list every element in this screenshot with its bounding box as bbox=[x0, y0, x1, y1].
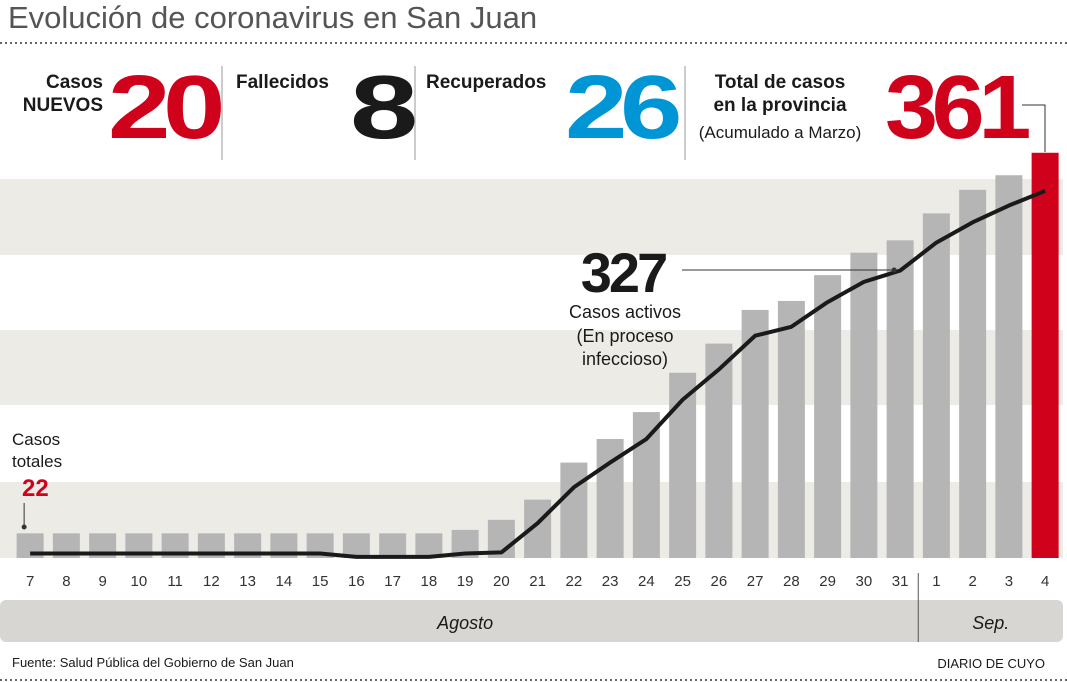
stat-value: 361 bbox=[885, 58, 1029, 158]
x-tick-label: 30 bbox=[856, 573, 873, 590]
stat-note: (Acumulado a Marzo) bbox=[699, 123, 862, 142]
bar bbox=[741, 309, 769, 558]
x-tick-label: 17 bbox=[384, 573, 401, 590]
x-tick-label: 10 bbox=[131, 573, 148, 590]
x-tick-label: 29 bbox=[819, 573, 836, 590]
x-tick-label: 1 bbox=[932, 573, 940, 590]
x-tick-label: 12 bbox=[203, 573, 220, 590]
x-tick-label: 14 bbox=[276, 573, 293, 590]
stat-label: Fallecidos bbox=[236, 72, 329, 93]
x-tick-label: 21 bbox=[529, 573, 546, 590]
bar bbox=[669, 372, 697, 558]
x-tick-label: 8 bbox=[62, 573, 70, 590]
stat-label: Casos bbox=[46, 72, 103, 93]
leader-dot bbox=[21, 524, 27, 530]
bar bbox=[632, 412, 660, 558]
line bbox=[30, 189, 1046, 559]
x-tick-label: 28 bbox=[783, 573, 800, 590]
bar bbox=[814, 275, 842, 558]
x-tick-label: 2 bbox=[968, 573, 976, 590]
source: Fuente: Salud Pública del Gobierno de Sa… bbox=[12, 655, 294, 670]
x-tick-label: 16 bbox=[348, 573, 365, 590]
x-tick-label: 27 bbox=[747, 573, 764, 590]
stat-label: NUEVOS bbox=[23, 95, 103, 116]
x-tick-label: 18 bbox=[421, 573, 438, 590]
bar bbox=[922, 213, 950, 558]
series-sublabel: infeccioso) bbox=[582, 349, 668, 369]
bar bbox=[342, 533, 370, 558]
x-tick-label: 3 bbox=[1005, 573, 1013, 590]
x-tick-label: 11 bbox=[167, 573, 183, 590]
series-label-line: totales bbox=[12, 452, 62, 471]
bar bbox=[777, 300, 805, 558]
x-tick-label: 9 bbox=[98, 573, 106, 590]
x-tick-label: 19 bbox=[457, 573, 474, 590]
x-tick-label: 23 bbox=[602, 573, 619, 590]
stripe bbox=[0, 330, 1063, 405]
stat-label: Recuperados bbox=[426, 72, 546, 93]
x-tick-label: 31 bbox=[892, 573, 909, 590]
series-sublabel: (En proceso bbox=[576, 326, 673, 346]
bar bbox=[959, 189, 987, 558]
x-tick-label: 4 bbox=[1041, 573, 1049, 590]
x-tick-label: 15 bbox=[312, 573, 329, 590]
bar bbox=[850, 252, 878, 558]
title: Evolución de coronavirus en San Juan bbox=[8, 0, 537, 35]
month-label: Sep. bbox=[972, 613, 1009, 633]
stripe bbox=[0, 179, 1063, 255]
bar bbox=[995, 175, 1023, 559]
series-label-line: Casos bbox=[12, 430, 60, 449]
data-label: 22 bbox=[22, 475, 49, 502]
stat-label: en la provincia bbox=[713, 95, 846, 116]
month-band bbox=[0, 600, 1063, 642]
data-label: 327 bbox=[581, 241, 666, 304]
stat-value: 20 bbox=[108, 58, 222, 158]
leader-line bbox=[1022, 104, 1046, 152]
stat-label: Total de casos bbox=[715, 72, 846, 93]
x-tick-label: 26 bbox=[711, 573, 728, 590]
x-tick-label: 7 bbox=[26, 573, 34, 590]
series-label: Casos totales bbox=[12, 430, 62, 471]
x-tick-label: 13 bbox=[239, 573, 256, 590]
x-tick-label: 20 bbox=[493, 573, 510, 590]
month-label: Agosto bbox=[436, 613, 493, 633]
x-tick-label: 25 bbox=[674, 573, 691, 590]
bar bbox=[1031, 152, 1059, 558]
series-label: Casos activos bbox=[569, 302, 681, 322]
x-tick-label: 24 bbox=[638, 573, 655, 590]
brand: DIARIO DE CUYO bbox=[937, 656, 1045, 671]
x-tick-label: 22 bbox=[566, 573, 583, 590]
leader-dot bbox=[891, 267, 897, 273]
stat-value: 26 bbox=[565, 58, 679, 158]
bar bbox=[415, 533, 443, 558]
bar bbox=[560, 462, 588, 558]
bar bbox=[886, 240, 914, 558]
stat-value: 8 bbox=[350, 58, 415, 158]
bar bbox=[379, 533, 407, 558]
